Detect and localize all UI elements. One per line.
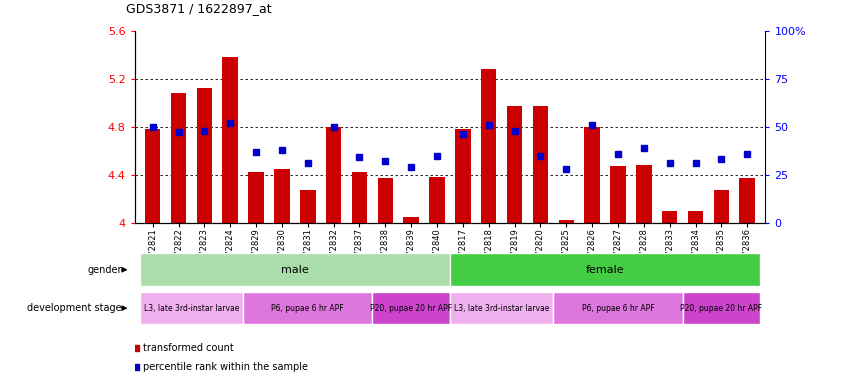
Bar xyxy=(558,220,574,223)
Bar xyxy=(197,88,212,223)
Bar xyxy=(378,178,393,223)
Bar xyxy=(507,106,522,223)
Bar xyxy=(611,166,626,223)
Bar xyxy=(662,211,677,223)
Bar xyxy=(455,129,471,223)
Bar xyxy=(714,190,729,223)
Text: development stage: development stage xyxy=(27,303,122,313)
Bar xyxy=(274,169,289,223)
Bar xyxy=(243,292,373,324)
Bar xyxy=(429,177,445,223)
Bar xyxy=(404,217,419,223)
Text: L3, late 3rd-instar larvae: L3, late 3rd-instar larvae xyxy=(454,304,549,313)
Bar xyxy=(688,211,703,223)
Bar xyxy=(450,253,760,286)
Bar xyxy=(683,292,760,324)
Text: male: male xyxy=(281,265,309,275)
Bar xyxy=(352,172,368,223)
Bar xyxy=(248,172,264,223)
Text: female: female xyxy=(585,265,624,275)
Bar xyxy=(300,190,315,223)
Bar xyxy=(481,69,496,223)
Bar xyxy=(325,127,341,223)
Text: transformed count: transformed count xyxy=(143,343,234,353)
Text: GDS3871 / 1622897_at: GDS3871 / 1622897_at xyxy=(126,2,272,15)
Bar xyxy=(739,178,755,223)
Text: percentile rank within the sample: percentile rank within the sample xyxy=(143,362,308,372)
Bar xyxy=(140,292,243,324)
Text: P6, pupae 6 hr APF: P6, pupae 6 hr APF xyxy=(272,304,344,313)
Text: P20, pupae 20 hr APF: P20, pupae 20 hr APF xyxy=(680,304,763,313)
Text: P6, pupae 6 hr APF: P6, pupae 6 hr APF xyxy=(582,304,654,313)
Bar xyxy=(636,165,652,223)
Bar xyxy=(145,129,161,223)
Text: L3, late 3rd-instar larvae: L3, late 3rd-instar larvae xyxy=(144,304,239,313)
Bar xyxy=(584,127,600,223)
Bar xyxy=(223,57,238,223)
Text: P20, pupae 20 hr APF: P20, pupae 20 hr APF xyxy=(370,304,452,313)
Bar xyxy=(532,106,548,223)
Bar xyxy=(140,253,450,286)
Text: gender: gender xyxy=(87,265,122,275)
Bar xyxy=(171,93,186,223)
Bar xyxy=(553,292,683,324)
Bar xyxy=(450,292,553,324)
Bar xyxy=(373,292,450,324)
